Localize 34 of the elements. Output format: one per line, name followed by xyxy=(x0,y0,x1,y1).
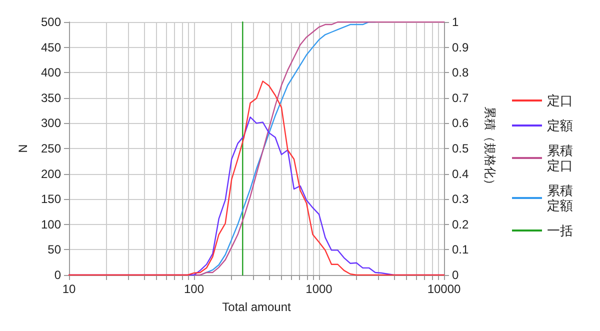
legend-label: 累積定口 xyxy=(547,143,573,173)
y2-axis-title: 累積（規格化） xyxy=(483,106,497,190)
legend-label: 定額 xyxy=(547,118,573,133)
y2-tick-label: 0.7 xyxy=(452,90,470,105)
y2-tick-label: 0.8 xyxy=(452,66,470,80)
y-tick-label: 150 xyxy=(40,192,62,206)
y-tick-label: 250 xyxy=(40,142,62,156)
y-tick-label: 0 xyxy=(54,268,62,282)
y-tick-label: 100 xyxy=(40,217,62,232)
y2-tick-label: 0 xyxy=(452,268,459,282)
y-tick-label: 50 xyxy=(48,242,62,257)
y-tick-label: 200 xyxy=(40,166,62,181)
y-axis-title: N xyxy=(16,144,30,153)
x-axis-title: Total amount xyxy=(222,300,292,314)
y2-tick-label: 0.6 xyxy=(452,116,470,130)
y2-tick-label: 0.5 xyxy=(452,142,470,156)
x-tick-label: 10000 xyxy=(427,282,462,296)
y2-tick-label: 0.9 xyxy=(452,40,470,54)
y-tick-label: 450 xyxy=(40,40,62,54)
legend-label: 一括 xyxy=(547,223,573,238)
x-tick-label: 100 xyxy=(184,282,204,296)
y2-tick-label: 0.4 xyxy=(452,166,470,181)
legend-label: 累積定額 xyxy=(547,183,573,213)
legend-label: 定口 xyxy=(547,93,573,108)
y2-tick-label: 1 xyxy=(452,15,459,29)
y-tick-label: 400 xyxy=(40,66,62,80)
x-tick-label: 10 xyxy=(62,282,76,296)
y2-tick-label: 0.1 xyxy=(452,242,470,257)
y-tick-label: 350 xyxy=(40,90,62,105)
y-tick-label: 500 xyxy=(40,15,62,29)
x-tick-label: 1000 xyxy=(306,282,333,296)
y-tick-label: 300 xyxy=(40,116,62,130)
y2-tick-label: 0.2 xyxy=(452,217,470,232)
y2-tick-label: 0.3 xyxy=(452,192,470,206)
